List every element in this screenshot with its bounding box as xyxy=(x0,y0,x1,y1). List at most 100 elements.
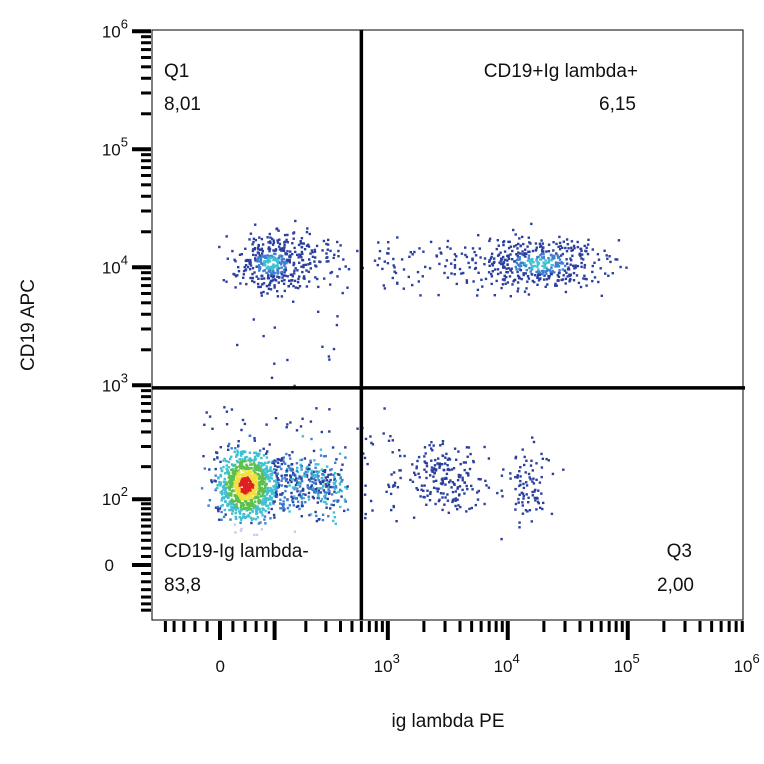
event-dot xyxy=(285,467,289,471)
event-dot xyxy=(304,501,307,504)
quadrant-gates[interactable] xyxy=(152,30,745,620)
event-dot xyxy=(542,278,546,281)
event-dot xyxy=(296,487,299,490)
event-dot xyxy=(234,511,237,515)
event-dot xyxy=(443,503,446,506)
event-dot xyxy=(249,481,252,484)
event-dot xyxy=(252,248,255,251)
event-dot xyxy=(531,258,534,261)
event-dot xyxy=(441,454,444,457)
event-dot xyxy=(606,257,609,260)
event-dot xyxy=(439,444,442,447)
event-dot xyxy=(327,515,330,518)
event-dot xyxy=(540,452,543,456)
event-dot xyxy=(319,482,322,485)
event-dot xyxy=(554,282,557,285)
event-dot xyxy=(332,511,336,514)
event-dot xyxy=(476,491,479,494)
event-dot xyxy=(444,456,447,459)
event-dot xyxy=(550,512,554,516)
event-dot xyxy=(463,481,466,484)
event-dot xyxy=(550,264,553,267)
event-dot xyxy=(265,496,268,500)
event-dot xyxy=(282,459,285,462)
event-dot xyxy=(468,266,471,269)
event-dot xyxy=(463,468,466,472)
event-dot xyxy=(273,264,277,267)
event-dot xyxy=(260,247,264,250)
event-dot xyxy=(324,483,328,486)
event-dot xyxy=(325,506,328,509)
event-dot xyxy=(324,454,327,458)
event-dot xyxy=(499,271,502,274)
event-dot xyxy=(496,254,500,257)
event-dot xyxy=(286,358,289,362)
event-dot xyxy=(513,260,516,263)
event-dot xyxy=(259,475,262,478)
event-dot xyxy=(279,502,282,505)
event-dot xyxy=(276,264,279,267)
event-dot xyxy=(534,274,537,277)
event-dot xyxy=(230,505,233,509)
event-dot xyxy=(530,520,533,523)
event-dot xyxy=(509,268,512,272)
event-dot xyxy=(230,485,233,489)
event-dot xyxy=(377,241,380,244)
event-dot xyxy=(485,484,488,487)
event-dot xyxy=(238,498,241,501)
event-dot xyxy=(313,250,317,253)
event-dot xyxy=(284,274,287,277)
event-dot xyxy=(241,504,244,508)
event-dot xyxy=(306,227,309,230)
event-dot xyxy=(591,270,594,274)
event-dot xyxy=(280,295,284,298)
event-dot xyxy=(536,500,540,504)
event-dot xyxy=(503,278,506,281)
event-dot xyxy=(569,278,572,281)
event-dot xyxy=(313,459,316,462)
event-dot xyxy=(442,492,445,495)
event-dot xyxy=(240,490,243,493)
event-dot xyxy=(600,294,603,297)
event-dot xyxy=(264,467,267,471)
event-dot xyxy=(210,479,213,482)
event-dot xyxy=(523,262,526,265)
quadrant-percent-q1: 8,01 xyxy=(164,94,201,115)
event-dot xyxy=(456,479,460,482)
event-dot xyxy=(261,475,264,478)
event-dot xyxy=(310,477,313,480)
event-dot xyxy=(233,523,237,526)
event-dot xyxy=(449,247,452,250)
event-dot xyxy=(532,477,535,480)
event-dot xyxy=(450,486,453,489)
event-dot xyxy=(292,262,296,265)
event-dot xyxy=(293,479,297,482)
event-dot xyxy=(438,464,442,468)
event-dot xyxy=(540,248,544,252)
event-dot xyxy=(537,272,540,275)
event-dot xyxy=(280,270,284,274)
event-dot xyxy=(261,514,264,517)
event-dot xyxy=(289,477,293,480)
event-dot xyxy=(292,231,296,234)
event-dot xyxy=(506,271,509,274)
event-dot xyxy=(542,501,545,505)
event-dot xyxy=(283,233,287,237)
event-dot xyxy=(333,253,336,256)
event-dot xyxy=(562,240,565,243)
event-dot xyxy=(438,466,441,469)
event-dot xyxy=(521,261,524,265)
event-dot xyxy=(265,468,269,472)
event-dot xyxy=(308,480,312,483)
event-dot xyxy=(343,509,346,513)
event-dot xyxy=(522,242,525,246)
event-dot xyxy=(487,457,491,460)
event-dot xyxy=(625,266,628,269)
event-dot xyxy=(267,274,270,277)
event-dot xyxy=(241,496,244,499)
event-dot xyxy=(477,489,480,493)
event-dot xyxy=(579,285,583,289)
event-dot xyxy=(264,498,267,502)
event-dot xyxy=(247,478,251,481)
event-dot xyxy=(515,268,518,271)
